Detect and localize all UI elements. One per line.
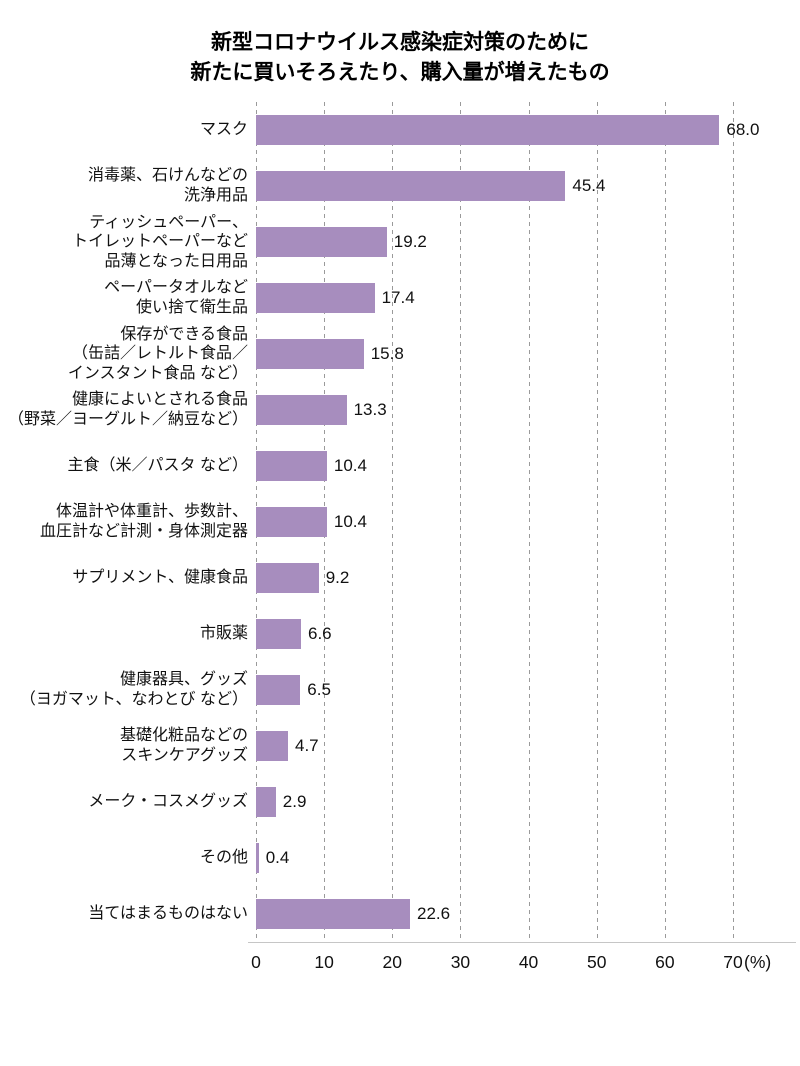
bar [256,450,327,481]
bar [256,394,347,425]
category-label: 市販薬 [199,625,248,643]
x-axis-unit-label: (%) [744,951,772,972]
chart-row: 健康によいとされる食品 （野菜／ヨーグルト／納豆など） 13.3 [0,382,800,438]
chart-row: 市販薬 6.6 [0,606,800,662]
bar [256,898,410,929]
bar [256,842,259,873]
chart-row: 健康器具、グッズ （ヨガマット、なわとび など） 6.5 [0,662,800,718]
gridline [596,101,598,942]
x-tick: 70 [723,951,743,972]
bar [256,730,288,761]
x-tick: 0 [251,951,261,972]
value-label: 22.6 [417,903,451,923]
value-label: 6.5 [307,679,331,699]
x-tick: 60 [655,951,675,972]
chart-row: マスク 68.0 [0,102,800,158]
value-label: 9.2 [325,567,350,587]
bar-rows: マスク 68.0 消毒薬、石けんなどの 洗浄用品 45.4 ティッシュペーパー、… [0,102,800,942]
value-label: 13.3 [353,399,387,419]
chart-title: 新型コロナウイルス感染症対策のために 新たに買いそろえたり、購入量が増えたもの [190,31,610,85]
category-label: 健康器具、グッズ （ヨガマット、なわとび など） [19,671,248,708]
chart-row: 基礎化粧品などの スキンケアグッズ 4.7 [0,718,800,774]
x-tick: 20 [382,951,403,972]
bar [256,562,319,593]
value-label: 0.4 [265,847,290,867]
bar [256,114,720,145]
value-label: 2.9 [282,791,307,811]
category-label: 基礎化粧品などの スキンケアグッズ [119,727,248,764]
bar [256,226,387,257]
value-label: 19.2 [393,231,427,251]
category-label: 主食（米／パスタ など） [67,457,248,475]
value-label: 45.4 [572,175,606,195]
bar [256,618,301,649]
chart-row: メーク・コスメグッズ 2.9 [0,774,800,830]
gridline [392,101,394,942]
category-label: 体温計や体重計、歩数計、 血圧計など計測・身体測定器 [39,503,248,540]
category-label: 保存ができる食品 （缶詰／レトルト食品／ インスタント食品 など） [67,325,248,382]
x-axis-tick-labels: 0 10 20 30 40 50 60 70 (%) [251,951,771,976]
chart-row: 体温計や体重計、歩数計、 血圧計など計測・身体測定器 10.4 [0,494,800,550]
x-tick: 40 [518,951,539,972]
gridline [460,101,462,942]
chart-row: 当てはまるものはない 22.6 [0,886,800,942]
chart-row: ペーパータオルなど 使い捨て衛生品 17.4 [0,270,800,326]
x-tick: 30 [450,951,471,972]
chart-row: 保存ができる食品 （缶詰／レトルト食品／ インスタント食品 など） 15.8 [0,326,800,382]
chart-row: ティッシュペーパー、 トイレットペーパーなど 品薄となった日用品 19.2 [0,214,800,270]
value-label: 10.4 [333,455,367,475]
gridline [664,101,666,942]
value-label: 4.7 [295,735,319,755]
bar [256,338,364,369]
chart-row: 主食（米／パスタ など） 10.4 [0,438,800,494]
bar [256,506,327,537]
category-label: ペーパータオルなど 使い捨て衛生品 [104,279,248,316]
x-tick: 10 [314,951,334,972]
bar-chart: マスク 68.0 消毒薬、石けんなどの 洗浄用品 45.4 ティッシュペーパー、… [0,101,800,1002]
category-label: 健康によいとされる食品 （野菜／ヨーグルト／納豆など） [7,391,248,428]
x-tick: 50 [586,951,607,972]
category-label: メーク・コスメグッズ [88,793,248,811]
category-label: 消毒薬、石けんなどの 洗浄用品 [87,167,248,204]
category-label: マスク [199,121,248,139]
category-label: ティッシュペーパー、 トイレットペーパーなど 品薄となった日用品 [72,213,248,270]
category-label: サプリメント、健康食品 [72,569,248,587]
chart-row: その他 0.4 [0,830,800,886]
chart-row: サプリメント、健康食品 9.2 [0,550,800,606]
category-label: 当てはまるものはない [88,905,248,923]
gridline [528,101,530,942]
bar [256,282,375,313]
bar [256,786,276,817]
x-axis-line [248,941,796,943]
value-label: 68.0 [726,119,760,139]
value-label: 6.6 [308,623,332,643]
bar [256,170,566,201]
chart-row: 消毒薬、石けんなどの 洗浄用品 45.4 [0,158,800,214]
value-label: 17.4 [381,287,415,307]
bar [256,674,301,705]
value-label: 10.4 [333,511,367,531]
gridline [733,101,734,942]
category-label: その他 [199,849,248,867]
value-label: 15.8 [370,343,404,363]
